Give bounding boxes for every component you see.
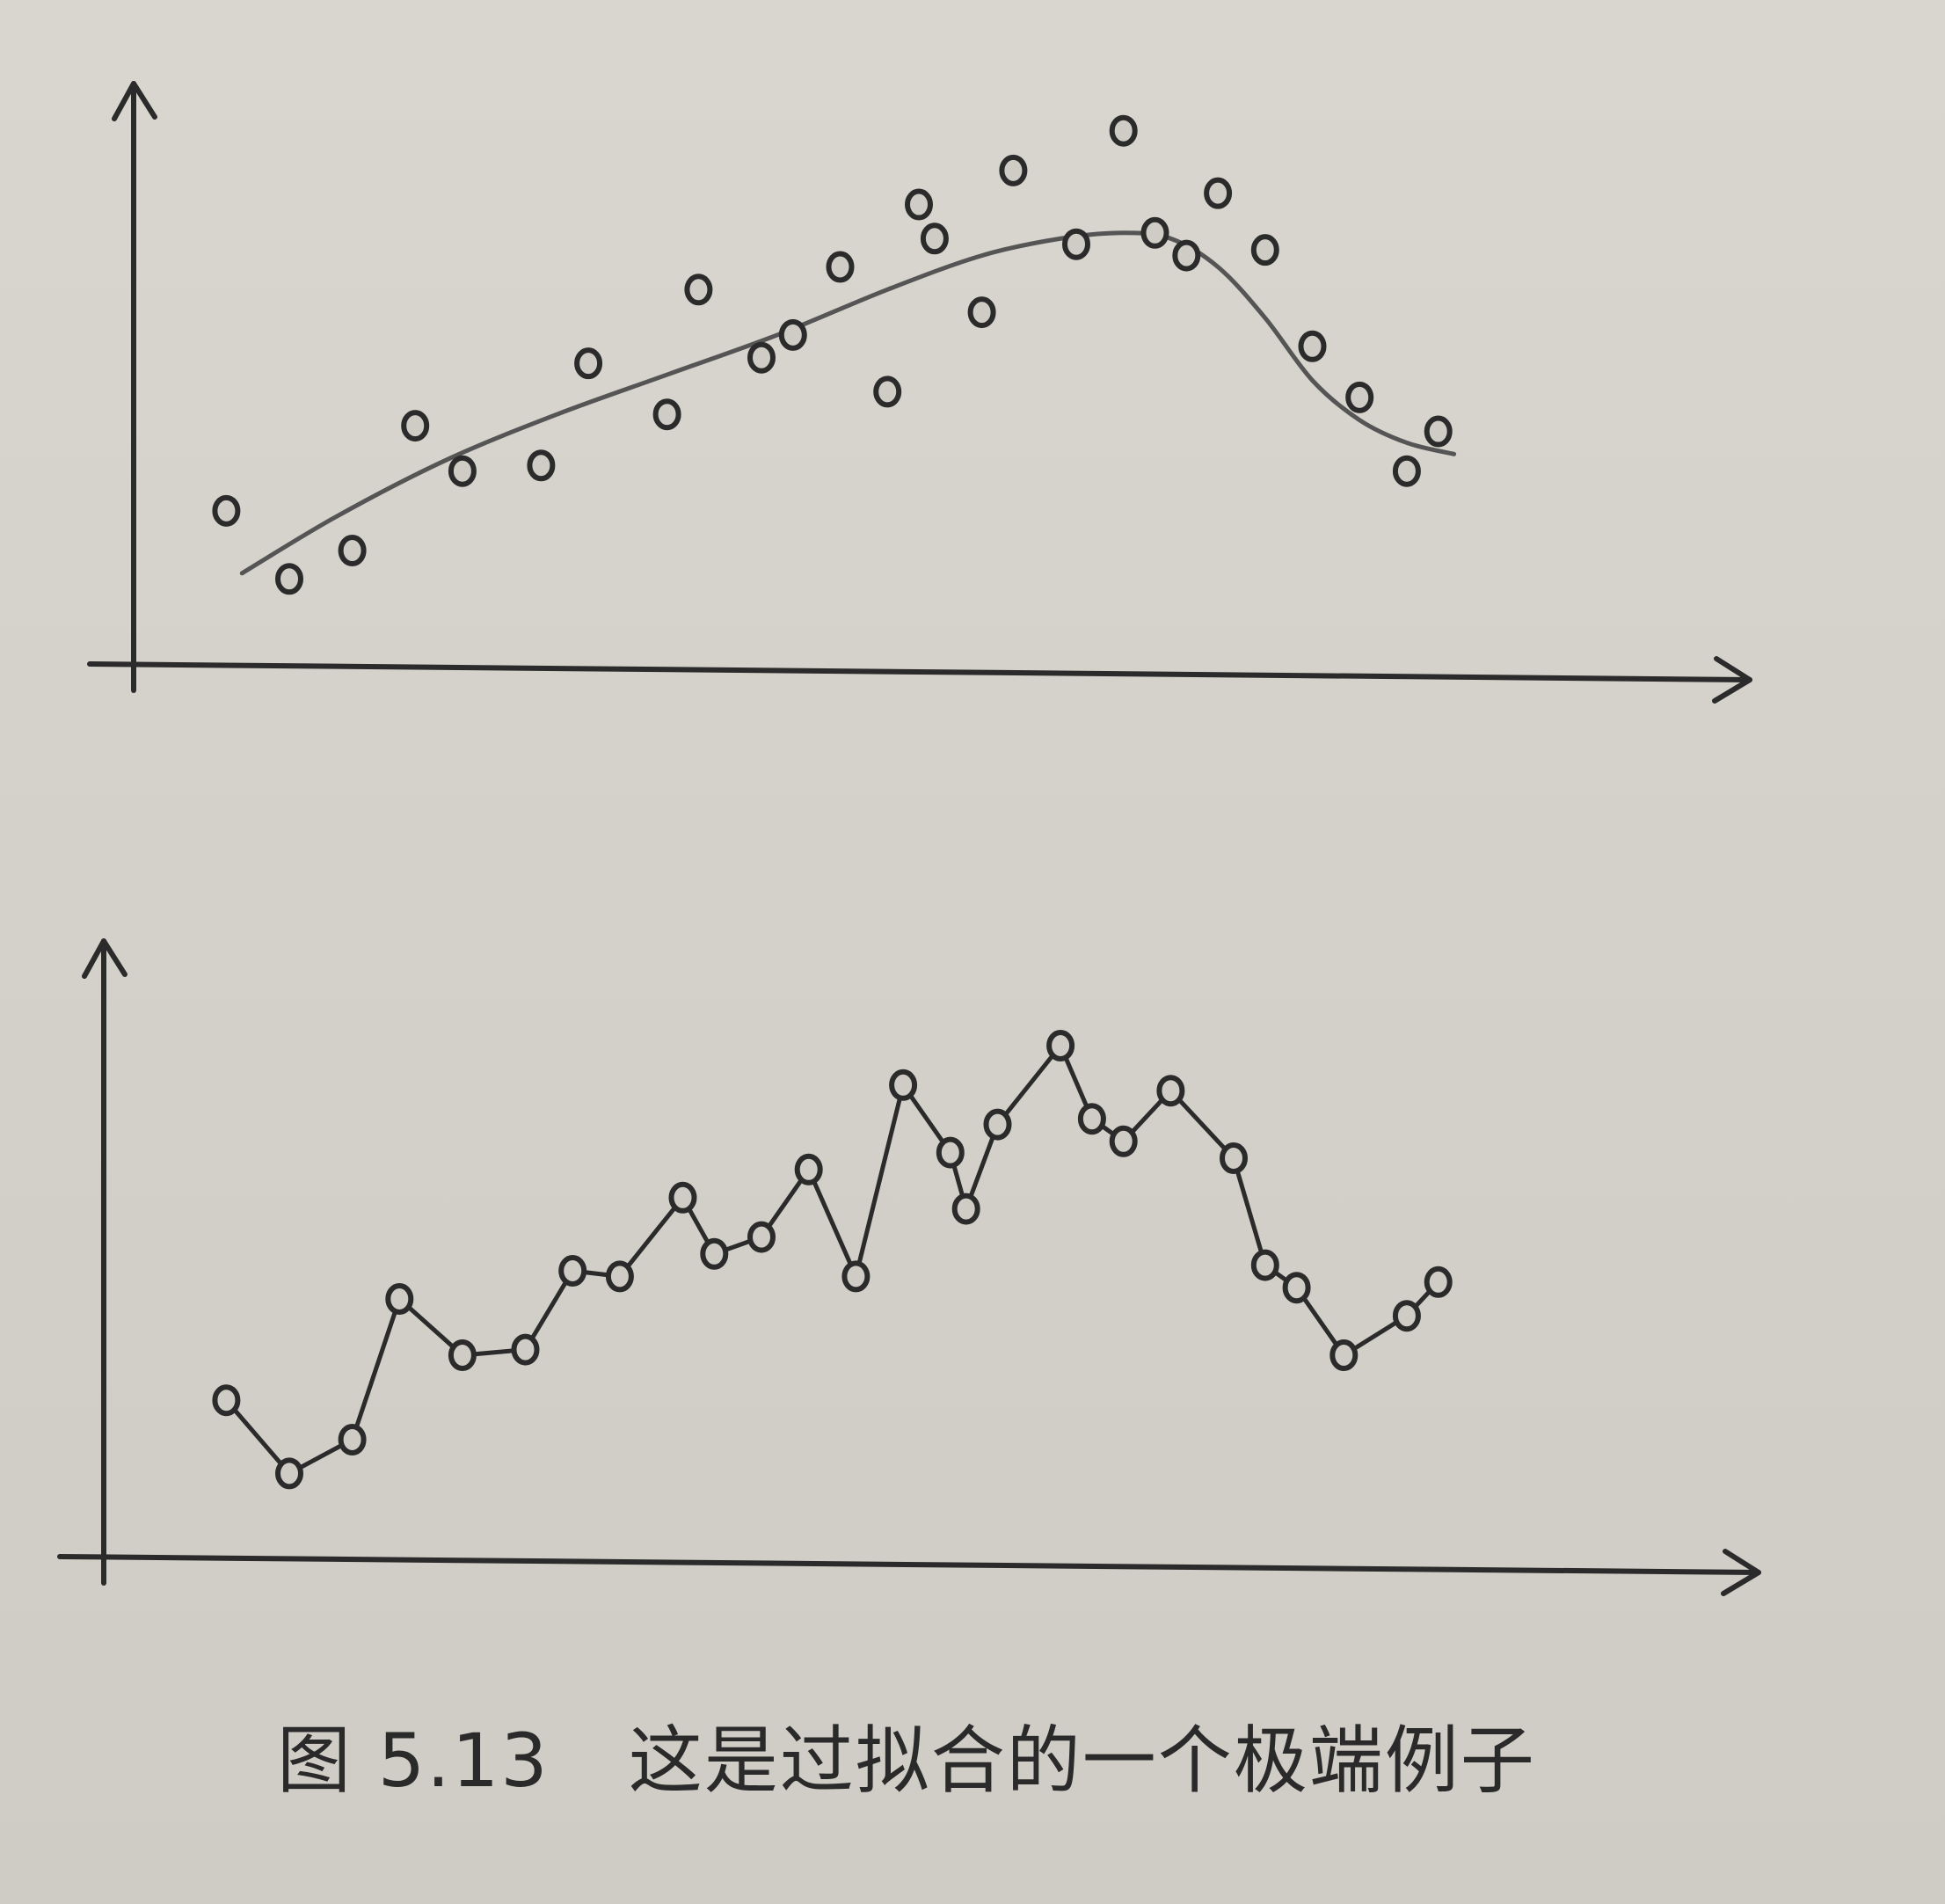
data-point <box>1345 381 1374 413</box>
data-point <box>794 1153 823 1185</box>
data-point <box>338 1424 367 1455</box>
data-point <box>1109 114 1138 147</box>
data-point <box>448 1339 477 1371</box>
data-point <box>1392 455 1421 487</box>
data-point <box>936 1136 965 1169</box>
x-axis-line <box>57 1554 1761 1575</box>
data-point <box>527 449 556 482</box>
data-point <box>841 1260 871 1293</box>
data-point <box>385 1283 414 1315</box>
smooth-fit-curve <box>239 230 1457 576</box>
y-axis-arrow <box>112 81 157 121</box>
data-point <box>1282 1272 1311 1304</box>
data-point <box>652 398 681 431</box>
data-point <box>873 376 902 408</box>
data-point <box>1077 1103 1106 1135</box>
data-point <box>275 1457 303 1490</box>
y-axis-arrow <box>82 938 127 979</box>
data-point <box>1329 1339 1359 1371</box>
figure-caption: 图 5.13 这是过拟合的一个极端例子 <box>277 1702 1536 1808</box>
data-point <box>275 563 303 595</box>
data-point <box>1156 1075 1185 1107</box>
data-point <box>920 222 949 255</box>
data-point <box>967 296 996 329</box>
data-point <box>778 318 807 351</box>
data-point <box>1424 1266 1453 1298</box>
data-point <box>1204 177 1233 209</box>
data-point <box>212 494 241 527</box>
data-point <box>999 154 1028 186</box>
data-point <box>983 1108 1012 1141</box>
data-point <box>212 1384 241 1417</box>
data-point <box>448 455 477 487</box>
data-point <box>905 188 933 221</box>
data-point <box>1109 1125 1138 1157</box>
figure-number: 图 5.13 <box>277 1718 550 1804</box>
data-point <box>747 1221 776 1253</box>
data-point <box>1392 1300 1421 1332</box>
data-point <box>889 1069 918 1101</box>
data-point <box>747 341 776 374</box>
data-point <box>684 274 713 306</box>
data-point <box>401 410 430 442</box>
x-axis-arrow <box>1712 656 1752 704</box>
data-point <box>511 1333 540 1366</box>
top-chart-proper-fit <box>87 81 1752 704</box>
data-point <box>1220 1142 1248 1174</box>
data-point <box>826 251 855 283</box>
data-point <box>1250 1249 1279 1281</box>
data-point <box>1172 239 1201 272</box>
data-point <box>668 1181 697 1214</box>
figure-caption-text: 这是过拟合的一个极端例子 <box>628 1718 1536 1804</box>
data-point <box>558 1255 587 1287</box>
x-axis-arrow <box>1721 1549 1761 1596</box>
data-point <box>605 1260 634 1293</box>
data-point <box>1298 330 1327 362</box>
data-point <box>574 347 603 380</box>
data-point <box>1424 415 1453 448</box>
x-axis-line <box>87 661 1752 682</box>
data-point <box>1046 1030 1075 1061</box>
data-point <box>951 1193 980 1225</box>
data-point <box>1140 216 1169 249</box>
figure-5-13-charts <box>57 81 1761 1596</box>
data-point <box>1062 228 1090 260</box>
data-point <box>338 535 367 566</box>
data-point <box>700 1237 729 1270</box>
bottom-chart-overfit <box>57 938 1761 1596</box>
data-point <box>1250 234 1279 266</box>
